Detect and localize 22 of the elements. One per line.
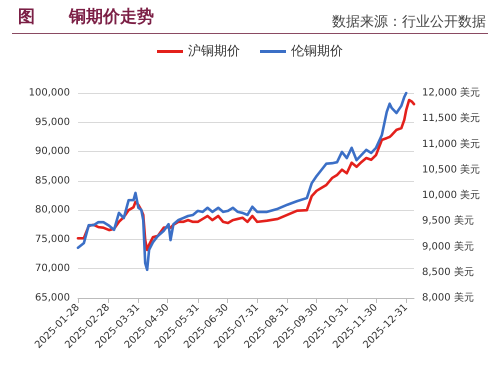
y2-tick-label: 11,500 美元 [422,112,480,124]
y2-tick-label: 9,000 美元 [422,240,474,252]
y-tick-label: 90,000 [35,146,70,158]
y-tick-label: 95,000 [35,116,70,128]
y-tick-label: 75,000 [35,234,70,245]
y-tick-label: 65,000 [35,292,70,304]
source-note: 数据来源：行业公开数据 [332,13,486,31]
y2-tick-label: 10,500 美元 [422,163,480,176]
y-tick-label: 80,000 [35,204,70,216]
y2-tick-label: 8,000 美元 [422,292,474,304]
y-tick-label: 85,000 [35,175,70,186]
y-tick-label: 70,000 [35,263,70,274]
y2-tick-label: 10,000 美元 [422,189,480,201]
chart-title: 图 铜期价走势 [18,6,154,28]
y2-tick-label: 8,500 美元 [422,266,474,278]
y2-tick-label: 11,000 美元 [422,138,480,150]
y-tick-label: 100,000 [28,88,70,98]
y2-tick-label: 12,000 美元 [422,86,480,98]
legend-label: 沪铜期价 [188,43,240,59]
legend-label: 伦铜期价 [291,44,343,59]
line-series [76,92,408,272]
y2-tick-label: 9,500 美元 [422,214,474,227]
